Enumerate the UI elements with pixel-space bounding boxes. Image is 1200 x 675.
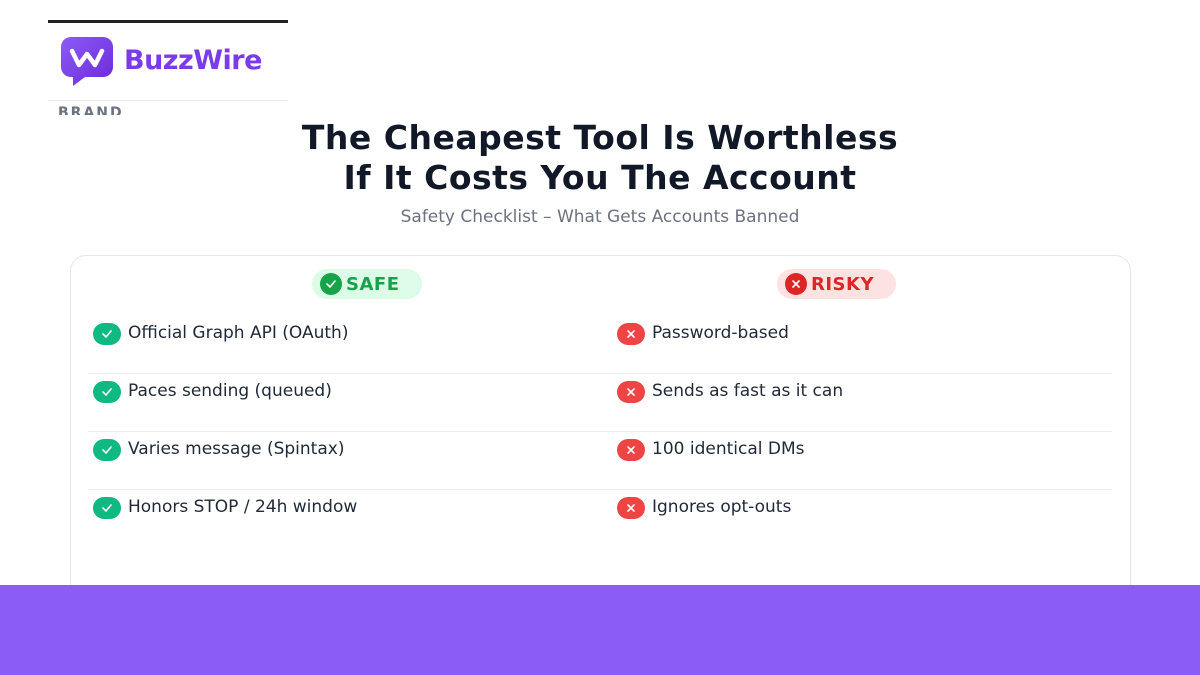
cross-icon <box>617 439 645 461</box>
row-divider <box>88 489 1112 490</box>
item-icon <box>617 439 645 461</box>
title-line: If It Costs You The Account <box>343 158 857 197</box>
subtitle: Safety Checklist – What Gets Accounts Ba… <box>400 207 800 227</box>
heading-text: RISKY <box>811 273 875 295</box>
item-icon <box>93 497 121 519</box>
brand-box: BuzzWire BRAND <box>48 20 288 115</box>
item-text: 100 identical DMs <box>652 439 805 459</box>
item-text: Varies message (Spintax) <box>128 439 345 459</box>
row-divider <box>88 373 1112 374</box>
item-text: Ignores opt-outs <box>652 497 792 517</box>
divider <box>48 100 288 101</box>
item-icon <box>93 439 121 461</box>
heading-text: SAFE <box>346 273 400 295</box>
brand-name: BuzzWire <box>124 45 262 76</box>
item-text: Password-based <box>652 323 789 343</box>
check-icon <box>93 381 121 403</box>
check-icon <box>93 497 121 519</box>
logo-icon <box>61 37 113 86</box>
footer-band <box>0 585 1200 675</box>
item-icon <box>617 497 645 519</box>
column-heading: SAFE <box>312 269 422 299</box>
brand-label: BRAND <box>58 105 124 115</box>
item-icon <box>617 381 645 403</box>
column-heading: RISKY <box>777 269 897 299</box>
item-icon <box>93 323 121 345</box>
item-icon <box>93 381 121 403</box>
title-line: The Cheapest Tool Is Worthless <box>301 118 899 157</box>
cross-icon <box>785 273 807 295</box>
checklist-card <box>70 255 1131 617</box>
cross-icon <box>617 497 645 519</box>
check-icon <box>320 273 342 295</box>
item-text: Paces sending (queued) <box>128 381 332 401</box>
item-text: Sends as fast as it can <box>652 381 844 401</box>
cross-icon <box>617 323 645 345</box>
check-icon <box>93 439 121 461</box>
item-text: Official Graph API (OAuth) <box>128 323 349 343</box>
item-icon <box>617 323 645 345</box>
item-text: Honors STOP / 24h window <box>128 497 358 517</box>
row-divider <box>88 431 1112 432</box>
cross-icon <box>617 381 645 403</box>
check-icon <box>93 323 121 345</box>
